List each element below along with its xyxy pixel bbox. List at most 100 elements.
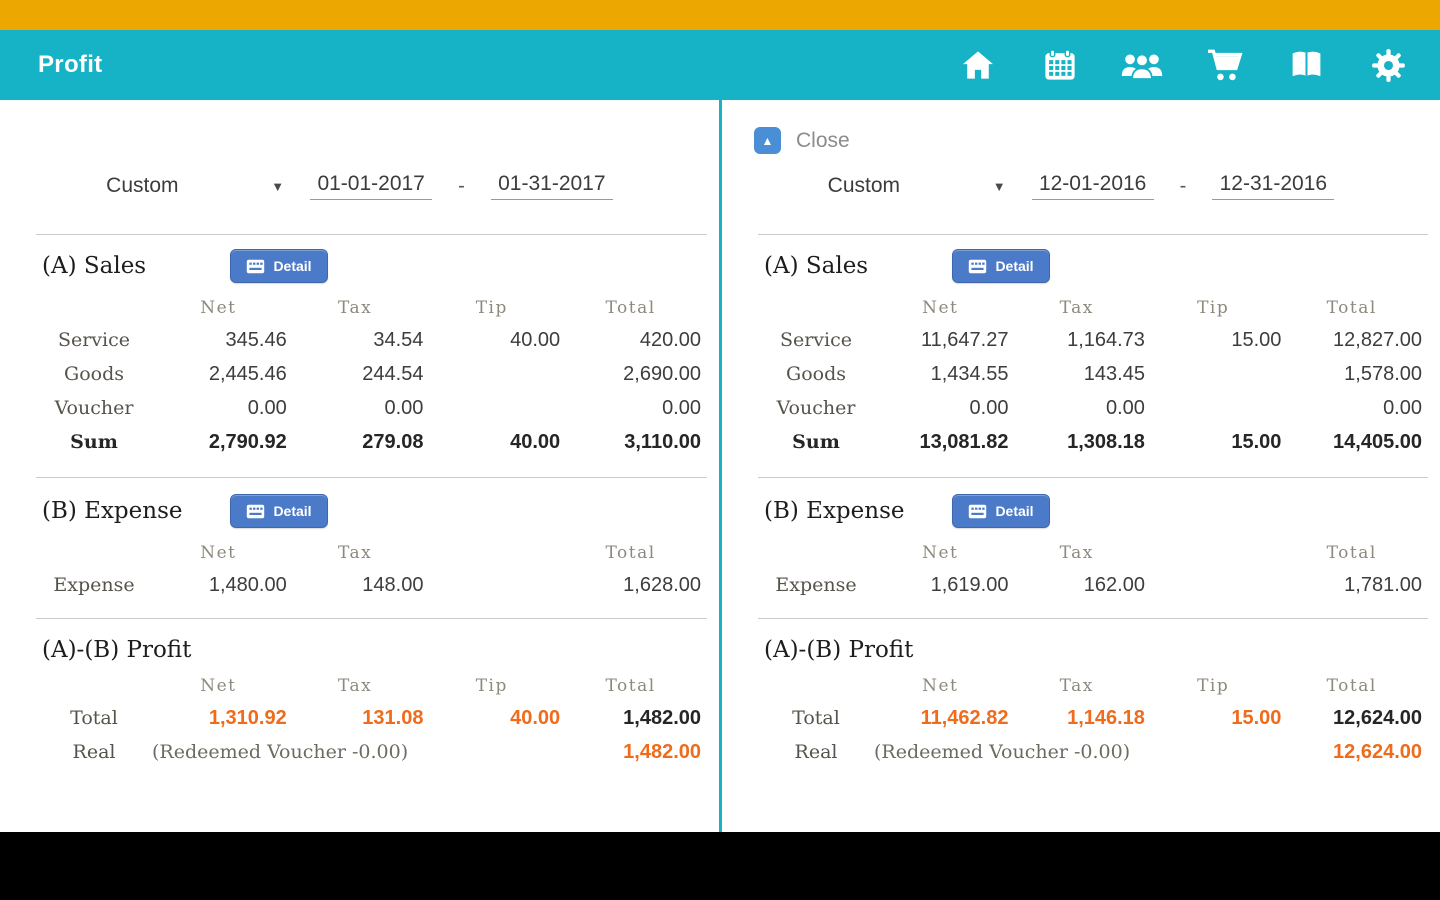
cell-total: 3,110.00 xyxy=(624,430,701,453)
cell-tip: 15.00 xyxy=(1231,328,1282,351)
col-header-tax: Tax xyxy=(1059,543,1094,563)
profit-header-row: Net Tax Tip Total xyxy=(0,671,719,701)
row-label: Real xyxy=(794,741,838,763)
nav-settings-button[interactable] xyxy=(1366,43,1410,87)
date-range-row: Custom ▼ 12-01-2016 - 12-31-2016 xyxy=(722,164,1440,208)
date-preset-select[interactable]: Custom ▼ xyxy=(828,174,1006,198)
panel-top-area xyxy=(0,100,719,154)
cell-total: 12,624.00 xyxy=(1333,706,1422,729)
table-row-goods: Goods 2,445.46 244.54 2,690.00 xyxy=(0,357,719,391)
close-label: Close xyxy=(796,128,850,152)
table-row-sum: Sum 2,790.92 279.08 40.00 3,110.00 xyxy=(0,425,719,459)
expense-detail-button[interactable]: Detail xyxy=(230,494,328,528)
detail-card-icon xyxy=(247,504,265,518)
sales-detail-button[interactable]: Detail xyxy=(952,249,1050,283)
row-label: Expense xyxy=(53,574,135,596)
col-header-total: Total xyxy=(1326,543,1377,563)
row-label: Total xyxy=(70,707,118,729)
report-panel-left: Custom ▼ 01-01-2017 - 01-31-2017 (A) Sal… xyxy=(0,100,719,832)
gear-icon xyxy=(1371,48,1405,82)
col-header-net: Net xyxy=(200,543,237,563)
sales-header-row: Net Tax Tip Total xyxy=(0,293,719,323)
panel-top-area: ▲ Close xyxy=(722,100,1440,154)
preset-label: Custom xyxy=(106,174,179,197)
nav-calendar-button[interactable] xyxy=(1038,43,1082,87)
cell-total: 2,690.00 xyxy=(623,362,701,385)
date-preset-select[interactable]: Custom ▼ xyxy=(106,174,284,198)
expense-section-header: (B) Expense Detail xyxy=(722,490,1440,532)
cart-icon xyxy=(1207,49,1242,80)
section-divider xyxy=(36,234,707,235)
expense-header-row: Net Tax Total xyxy=(0,538,719,568)
cell-tax: 143.45 xyxy=(1083,362,1145,385)
cell-tip: 15.00 xyxy=(1231,706,1282,729)
cell-tax: 1,146.18 xyxy=(1067,706,1145,729)
cell-total: 1,482.00 xyxy=(623,706,701,729)
table-row-expense: Expense 1,619.00 162.00 1,781.00 xyxy=(722,568,1440,602)
sales-section-title: (A) Sales xyxy=(42,253,147,279)
nav-ledger-button[interactable] xyxy=(1284,43,1328,87)
row-label: Voucher xyxy=(54,397,134,419)
col-header-net: Net xyxy=(922,676,959,696)
cell-total: 1,781.00 xyxy=(1344,573,1422,596)
cell-net: 11,647.27 xyxy=(920,328,1009,351)
profit-section-title: (A)-(B) Profit xyxy=(764,637,914,663)
expense-detail-button[interactable]: Detail xyxy=(952,494,1050,528)
start-date-field[interactable]: 01-01-2017 xyxy=(310,172,433,200)
end-date-field[interactable]: 01-31-2017 xyxy=(490,172,613,200)
col-header-net: Net xyxy=(200,298,237,318)
col-header-net: Net xyxy=(200,676,237,696)
cell-tax: 279.08 xyxy=(362,430,424,453)
date-separator: - xyxy=(1179,174,1187,197)
nav-customers-button[interactable] xyxy=(1120,43,1164,87)
expense-section-title: (B) Expense xyxy=(42,498,183,524)
detail-label: Detail xyxy=(273,258,312,274)
cell-net: 1,619.00 xyxy=(930,573,1009,596)
collapse-up-icon: ▲ xyxy=(754,127,781,154)
cell-total: 0.00 xyxy=(1383,396,1422,419)
start-date-field[interactable]: 12-01-2016 xyxy=(1031,172,1154,200)
expense-section-title: (B) Expense xyxy=(764,498,905,524)
cell-net: 1,310.92 xyxy=(208,706,287,729)
cell-net: 2,445.46 xyxy=(208,362,287,385)
cell-tip: 15.00 xyxy=(1231,430,1282,453)
section-divider xyxy=(36,477,707,478)
table-row-sum: Sum 13,081.82 1,308.18 15.00 14,405.00 xyxy=(722,425,1440,459)
preset-label: Custom xyxy=(827,174,901,197)
detail-card-icon xyxy=(969,259,987,273)
col-header-tax: Tax xyxy=(337,298,373,318)
sales-detail-button[interactable]: Detail xyxy=(230,249,328,283)
nav-home-button[interactable] xyxy=(956,43,1000,87)
report-content: Custom ▼ 01-01-2017 - 01-31-2017 (A) Sal… xyxy=(0,100,1440,832)
cell-tax: 1,164.73 xyxy=(1067,328,1145,351)
close-comparison-button[interactable]: ▲ Close xyxy=(754,127,850,154)
col-header-tip: Tip xyxy=(1197,676,1230,696)
row-label: Voucher xyxy=(776,397,856,419)
table-row-expense: Expense 1,480.00 148.00 1,628.00 xyxy=(0,568,719,602)
sales-section-title: (A) Sales xyxy=(764,253,869,279)
col-header-total: Total xyxy=(1326,676,1377,696)
cell-net: 2,790.92 xyxy=(208,430,287,453)
table-row-profit-real: Real (Redeemed Voucher -0.00) 12,624.00 xyxy=(722,735,1440,769)
detail-label: Detail xyxy=(273,503,312,519)
expense-header-row: Net Tax Total xyxy=(722,538,1440,568)
cell-net: 0.00 xyxy=(247,396,287,419)
table-row-profit-total: Total 1,310.92 131.08 40.00 1,482.00 xyxy=(0,701,719,735)
row-label: Service xyxy=(779,329,853,351)
cell-total: 12,624.00 xyxy=(1333,740,1422,763)
page-title: Profit xyxy=(38,51,103,78)
col-header-tip: Tip xyxy=(475,676,508,696)
cell-tax: 244.54 xyxy=(362,362,424,385)
nav-cart-button[interactable] xyxy=(1202,43,1246,87)
cell-tip: 40.00 xyxy=(510,706,561,729)
row-label: Real xyxy=(72,741,116,763)
chevron-down-icon: ▼ xyxy=(992,178,1006,194)
section-divider xyxy=(758,477,1428,478)
cell-net: 13,081.82 xyxy=(919,430,1009,453)
row-label: Service xyxy=(57,329,131,351)
section-divider xyxy=(36,618,707,619)
ledger-icon xyxy=(1292,51,1320,76)
end-date-field[interactable]: 12-31-2016 xyxy=(1212,172,1335,200)
cell-net: 1,434.55 xyxy=(930,362,1009,385)
cell-total: 14,405.00 xyxy=(1333,430,1422,453)
